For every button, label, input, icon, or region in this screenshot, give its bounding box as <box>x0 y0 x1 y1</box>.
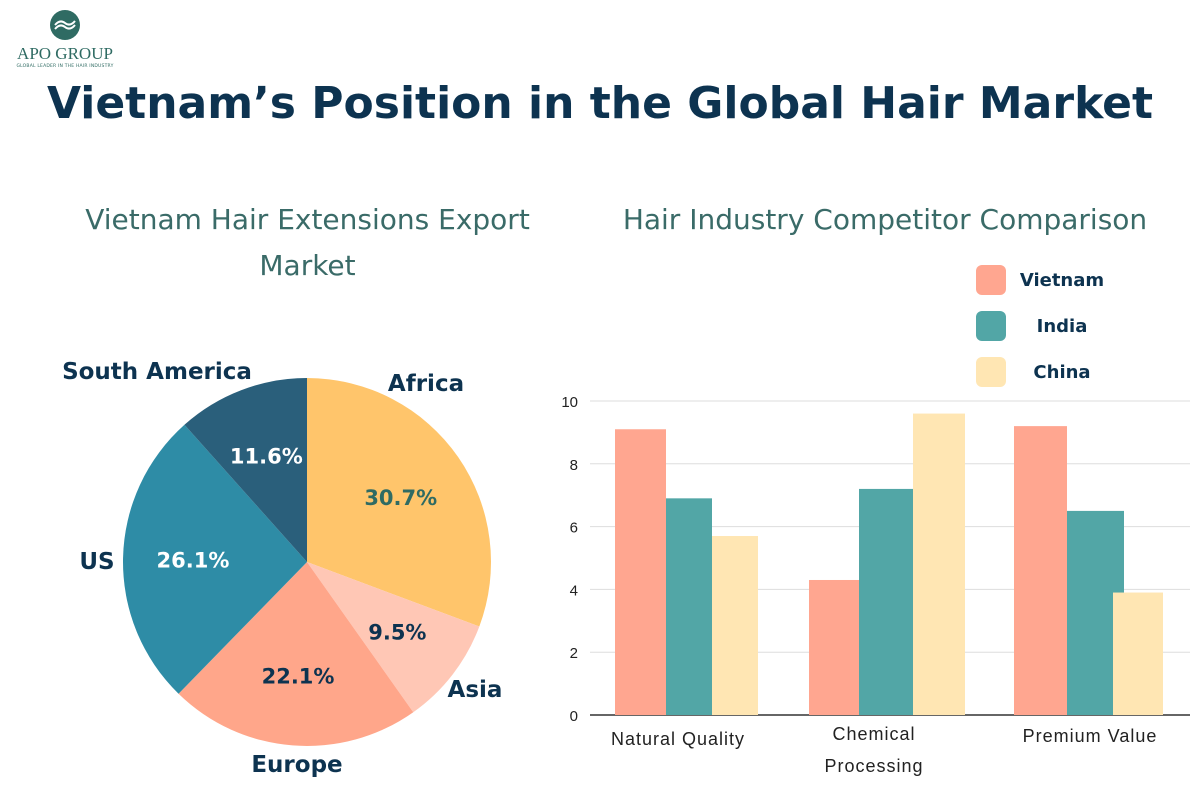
pie-category-label: US <box>79 549 114 575</box>
bar-china <box>1113 592 1163 715</box>
pie-slice-europe <box>178 562 414 746</box>
bar-india <box>666 498 712 715</box>
pie-percent-label: 30.7% <box>364 486 437 510</box>
pie-percent-label: 11.6% <box>230 444 303 468</box>
logo-tagline: GLOBAL LEADER IN THE HAIR INDUSTRY <box>16 64 114 69</box>
y-tick-label: 8 <box>570 457 578 474</box>
bar-vietnam <box>809 579 859 715</box>
pie-slice-africa <box>307 378 492 627</box>
legend-swatch-vietnam <box>976 265 1006 295</box>
x-category-label: Premium Value <box>1023 726 1158 746</box>
legend-label: India <box>1037 316 1088 337</box>
logo-name: APO GROUP <box>17 44 113 63</box>
page-title: Vietnam’s Position in the Global Hair Ma… <box>46 78 1154 129</box>
legend-swatch-china <box>976 357 1006 387</box>
legend-swatch-india <box>976 311 1006 341</box>
pie-slice-asia <box>307 562 480 713</box>
bar-china <box>913 413 965 715</box>
bar-chart-title: Hair Industry Competitor Comparison <box>622 203 1148 236</box>
y-tick-label: 0 <box>570 708 578 725</box>
y-tick-label: 4 <box>570 582 578 599</box>
x-category-label: Natural Quality <box>611 729 745 749</box>
pie-slice-us <box>122 424 307 694</box>
bar-india <box>859 488 913 715</box>
pie-category-label: South America <box>62 359 252 385</box>
pie-category-label: Asia <box>448 677 503 703</box>
pie-chart-title: Vietnam Hair Extensions Export Market <box>85 203 530 282</box>
pie-slice-south-america <box>184 378 307 562</box>
x-category-label: Processing <box>824 756 923 776</box>
bar-china <box>712 536 758 715</box>
x-category-label: Chemical <box>832 724 915 744</box>
y-tick-label: 2 <box>570 645 578 662</box>
pie-percent-label: 26.1% <box>157 548 230 572</box>
apo-group-logo: APO GROUP GLOBAL LEADER IN THE HAIR INDU… <box>10 8 120 78</box>
bar-vietnam <box>1014 426 1067 715</box>
pie-percent-label: 9.5% <box>368 621 426 645</box>
legend-label: Vietnam <box>1020 270 1104 291</box>
pie-percent-label: 22.1% <box>262 665 335 689</box>
logo-emblem-icon <box>50 10 80 40</box>
y-tick-label: 6 <box>570 520 578 537</box>
bar-vietnam <box>615 429 666 715</box>
y-tick-label: 10 <box>561 394 578 411</box>
pie-category-label: Africa <box>388 371 464 397</box>
pie-category-label: Europe <box>251 752 342 778</box>
legend-label: China <box>1033 362 1090 383</box>
